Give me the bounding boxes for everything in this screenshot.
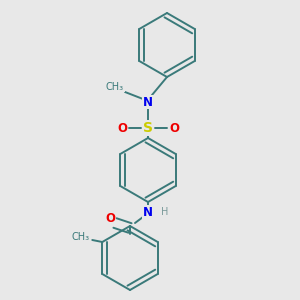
- Text: S: S: [143, 121, 153, 135]
- Text: O: O: [117, 122, 127, 134]
- Text: H: H: [161, 207, 169, 217]
- Text: O: O: [105, 212, 115, 224]
- Text: N: N: [143, 206, 153, 218]
- Text: N: N: [143, 95, 153, 109]
- Text: CH₃: CH₃: [71, 232, 89, 242]
- Text: O: O: [169, 122, 179, 134]
- Text: CH₃: CH₃: [106, 82, 124, 92]
